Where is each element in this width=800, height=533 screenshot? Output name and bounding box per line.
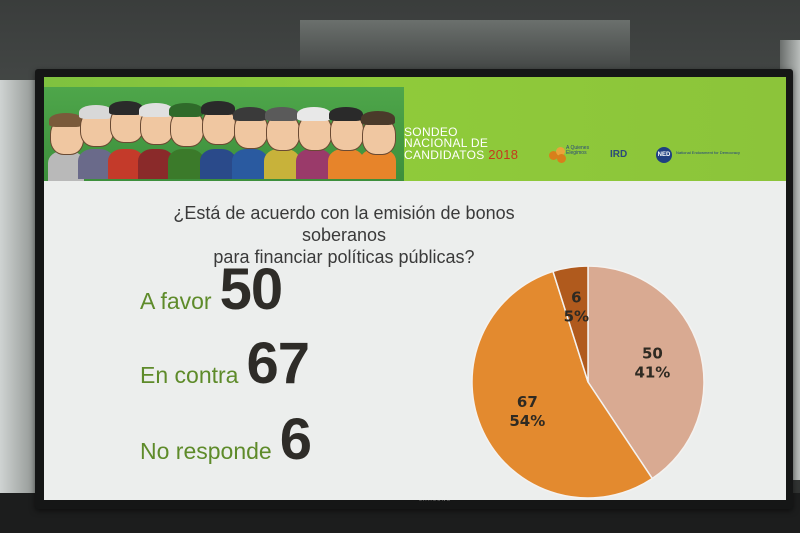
result-en-contra: En contra 67 <box>140 330 310 397</box>
logo-ned-mark: NED <box>656 147 672 163</box>
pie-slice-no-responde <box>552 265 589 383</box>
result-a-favor: A favor 50 <box>140 256 284 323</box>
result-value: 6 <box>279 407 312 472</box>
result-label: No responde <box>140 438 272 464</box>
result-no-responde: No responde 6 <box>140 406 312 473</box>
survey-title: SONDEO NACIONAL DE CANDIDATOS 2018 <box>404 125 564 162</box>
pie-label-value: 50 <box>642 345 663 363</box>
tv-brand: SAMSUNG <box>418 497 452 503</box>
result-value: 67 <box>246 331 310 396</box>
result-label: A favor <box>140 288 212 314</box>
ird-logo: IRD <box>610 149 650 160</box>
result-value: 50 <box>219 257 284 322</box>
tv-screen: SONDEO NACIONAL DE CANDIDATOS 2018 A Qui… <box>44 77 786 500</box>
pie-label-value: 67 <box>517 393 538 411</box>
result-label: En contra <box>140 362 239 388</box>
logo-ned-text: National Endowment for Democracy <box>676 150 741 155</box>
question-line1: ¿Está de acuerdo con la emisión de bonos… <box>173 203 515 245</box>
pie-label-percent: 41% <box>634 364 670 382</box>
pie-label-percent: 5% <box>564 307 589 325</box>
survey-year: 2018 <box>488 147 519 162</box>
pie-label-value: 6 <box>571 288 581 306</box>
question-line2: para financiar políticas públicas? <box>213 247 475 267</box>
survey-title-line3: CANDIDATOS 2018 <box>404 147 519 162</box>
logo-a-text: A Quienes Elegimos <box>566 145 590 156</box>
window <box>0 80 40 500</box>
survey-title-line2: NACIONAL DE <box>404 136 489 150</box>
caricatures-illustration <box>44 87 404 181</box>
logo-ird-text: IRD <box>610 149 628 160</box>
banner: SONDEO NACIONAL DE CANDIDATOS 2018 A Qui… <box>44 77 786 181</box>
pie-slice-en-contra <box>471 270 654 499</box>
pie-label-percent: 54% <box>509 412 545 430</box>
survey-question: ¿Está de acuerdo con la emisión de bonos… <box>144 202 544 268</box>
survey-title-line1: SONDEO <box>404 125 458 139</box>
